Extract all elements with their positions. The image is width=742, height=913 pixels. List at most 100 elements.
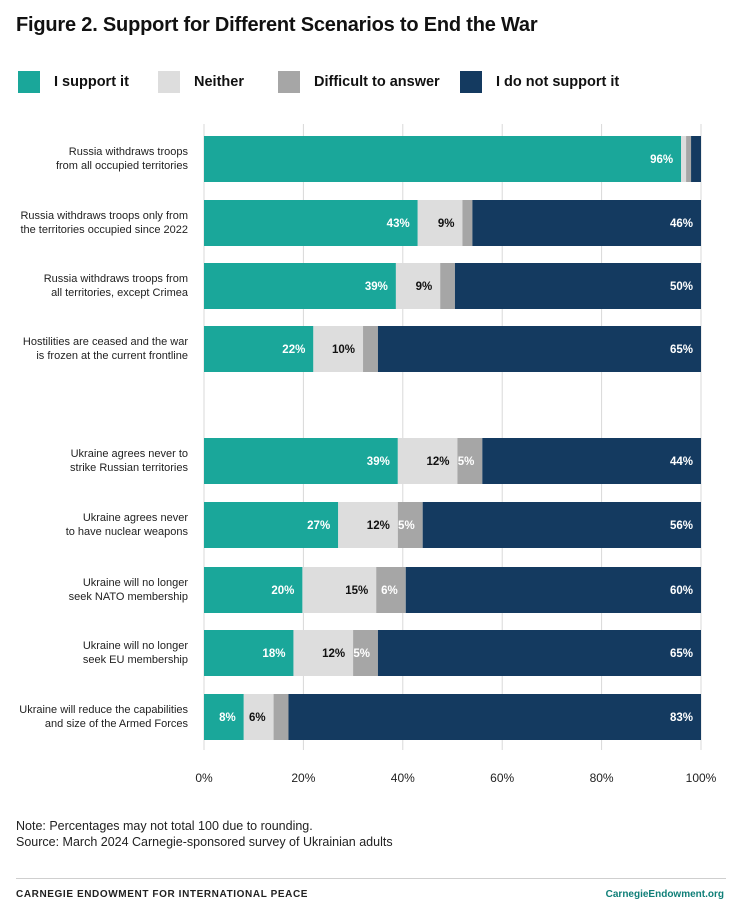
- category-label: Ukraine will no longer: [83, 577, 188, 589]
- bar-segment: [353, 630, 378, 676]
- category-label: and size of the Armed Forces: [45, 718, 189, 730]
- category-label: Ukraine agrees never: [83, 512, 189, 524]
- data-label: 8%: [219, 712, 236, 724]
- bar-segment: [405, 567, 701, 613]
- data-label: 5%: [353, 648, 370, 660]
- x-tick-label: 40%: [391, 771, 415, 785]
- bar-segment: [691, 136, 701, 182]
- data-label: 9%: [416, 281, 433, 293]
- bar-segment: [302, 567, 377, 613]
- bar-segment: [273, 694, 289, 740]
- category-label: Ukraine will reduce the capabilities: [19, 704, 188, 716]
- category-label: all territories, except Crimea: [51, 287, 189, 299]
- data-label: 6%: [381, 585, 398, 597]
- footer-organization: CARNEGIE ENDOWMENT FOR INTERNATIONAL PEA…: [16, 889, 309, 900]
- legend-swatch-support: [18, 71, 40, 93]
- bar-segment: [482, 438, 701, 484]
- chart-notes: Note: Percentages may not total 100 due …: [16, 818, 393, 850]
- data-label: 83%: [670, 712, 693, 724]
- category-label: Russia withdraws troops only from: [20, 210, 188, 222]
- data-label: 9%: [438, 218, 455, 230]
- bar-segment: [204, 630, 294, 676]
- bar-segment: [681, 136, 687, 182]
- bar-segment: [397, 438, 458, 484]
- bar-segment: [204, 694, 244, 740]
- data-label: 12%: [367, 520, 390, 532]
- bar-segment: [204, 438, 398, 484]
- data-label: 60%: [670, 585, 693, 597]
- bar-segment: [204, 567, 303, 613]
- data-label: 20%: [271, 585, 294, 597]
- footer-website-link[interactable]: CarnegieEndowment.org: [605, 889, 724, 900]
- legend-swatch-difficult: [278, 71, 300, 93]
- bar-segment: [422, 502, 701, 548]
- legend-label-support: I support it: [54, 74, 129, 90]
- bar-segment: [204, 502, 339, 548]
- bar-segment: [686, 136, 692, 182]
- category-label: Ukraine will no longer: [83, 640, 188, 652]
- legend-swatch-not-support: [460, 71, 482, 93]
- bar-segment: [377, 630, 701, 676]
- bar-segment: [440, 263, 455, 309]
- bar-segment: [377, 326, 701, 372]
- bar-segment: [204, 263, 396, 309]
- bar-segment: [376, 567, 406, 613]
- bar-segment: [243, 694, 274, 740]
- x-tick-label: 20%: [291, 771, 315, 785]
- bar-segment: [293, 630, 354, 676]
- x-tick-label: 80%: [590, 771, 614, 785]
- data-label: 18%: [262, 648, 285, 660]
- data-label: 15%: [345, 585, 368, 597]
- bar-segment: [417, 200, 463, 246]
- category-label: Russia withdraws troops from: [44, 273, 188, 285]
- data-label: 56%: [670, 520, 693, 532]
- data-label: 65%: [670, 648, 693, 660]
- data-label: 65%: [670, 344, 693, 356]
- bar-segment: [457, 438, 483, 484]
- category-label: Russia withdraws troops: [69, 146, 189, 158]
- legend-label-neither: Neither: [194, 74, 244, 90]
- chart-title: Figure 2. Support for Different Scenario…: [16, 14, 538, 36]
- bar-segment: [472, 200, 701, 246]
- bar-segment: [204, 136, 682, 182]
- category-label: strike Russian territories: [70, 462, 188, 474]
- x-tick-label: 100%: [686, 771, 717, 785]
- stacked-bar-chart: 96% Russia withdraws troops from all occup…: [19, 124, 717, 785]
- category-label: to have nuclear weapons: [66, 526, 189, 538]
- data-label: 6%: [249, 712, 266, 724]
- data-label: 39%: [367, 456, 390, 468]
- bar-segment: [338, 502, 398, 548]
- bar-segment: [462, 200, 473, 246]
- bar-segment: [288, 694, 701, 740]
- x-tick-label: 60%: [490, 771, 514, 785]
- source-text: Source: March 2024 Carnegie-sponsored su…: [16, 835, 393, 849]
- data-label: 96%: [650, 154, 673, 166]
- data-label: 5%: [458, 456, 475, 468]
- x-tick-label: 0%: [195, 771, 213, 785]
- data-label: 46%: [670, 218, 693, 230]
- bar-segment: [454, 263, 701, 309]
- category-label: Hostilities are ceased and the war: [23, 336, 188, 348]
- bar-segment: [395, 263, 441, 309]
- category-label: the territories occupied since 2022: [20, 224, 188, 236]
- data-label: 10%: [332, 344, 355, 356]
- footer-divider: [16, 878, 726, 879]
- category-label: from all occupied territories: [56, 160, 189, 172]
- bar-segment: [313, 326, 364, 372]
- category-label: seek EU membership: [83, 654, 188, 666]
- legend-item-support: I support it: [18, 70, 129, 94]
- legend-label-difficult: Difficult to answer: [314, 74, 440, 90]
- data-label: 22%: [282, 344, 305, 356]
- category-label: is frozen at the current frontline: [36, 350, 188, 362]
- data-label: 43%: [387, 218, 410, 230]
- data-label: 44%: [670, 456, 693, 468]
- bar-segment: [204, 326, 314, 372]
- legend-item-neither: Neither: [158, 70, 244, 94]
- data-label: 5%: [398, 520, 415, 532]
- data-label: 27%: [307, 520, 330, 532]
- note-text: Note: Percentages may not total 100 due …: [16, 819, 313, 833]
- bar-segment: [204, 200, 418, 246]
- category-label: seek NATO membership: [69, 591, 188, 603]
- legend-item-not-support: I do not support it: [460, 70, 619, 94]
- bar-segment: [363, 326, 378, 372]
